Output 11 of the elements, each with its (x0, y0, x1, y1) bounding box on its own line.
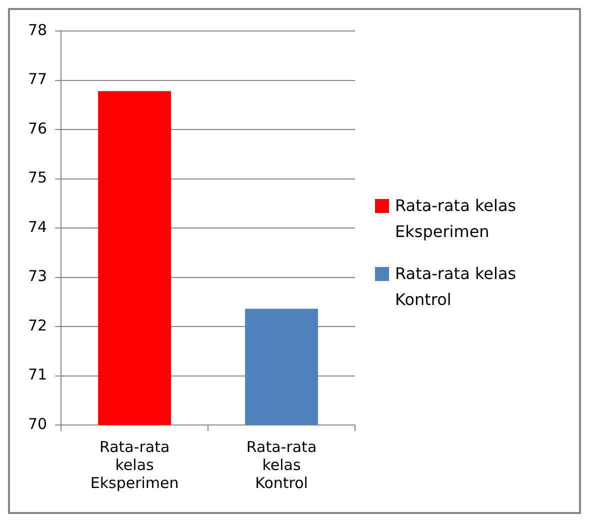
y-tick-label: 71 (28, 366, 48, 384)
y-tick-label: 78 (28, 20, 48, 39)
y-tick-label: 72 (28, 316, 48, 334)
y-tick-label: 77 (28, 70, 48, 88)
y-tick-label: 76 (28, 119, 48, 138)
y-tick-label: 70 (28, 414, 48, 433)
y-tick-label: 74 (28, 218, 48, 236)
y-tick-label: 75 (28, 168, 48, 187)
legend-label: Rata-rata kelas Eksperimen (395, 195, 518, 243)
legend-label: Rata-rata kelas Kontrol (395, 263, 518, 311)
y-tick-label: 73 (28, 267, 48, 286)
